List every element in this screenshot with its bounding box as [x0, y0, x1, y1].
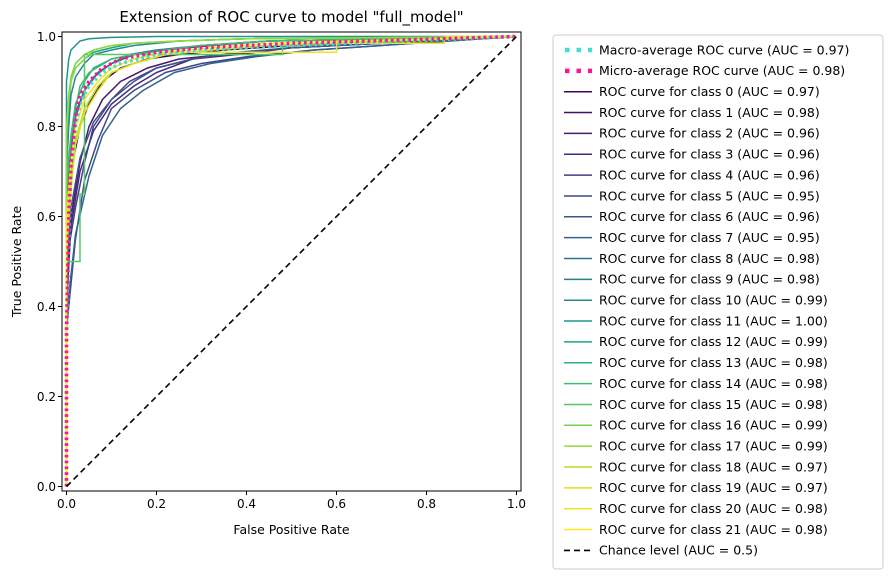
series-line-16 [65, 35, 517, 487]
legend-label: ROC curve for class 15 (AUC = 0.98) [599, 397, 828, 412]
legend-frame [552, 34, 884, 570]
legend-label: ROC curve for class 4 (AUC = 0.96) [599, 167, 820, 182]
legend-label: ROC curve for class 5 (AUC = 0.95) [599, 188, 820, 203]
legend-label: ROC curve for class 19 (AUC = 0.97) [599, 480, 828, 495]
legend-label: Chance level (AUC = 0.5) [599, 543, 758, 558]
x-axis-ticks: 0.0 0.2 0.4 0.6 0.8 1.0 [57, 491, 526, 511]
x-axis-label: False Positive Rate [233, 522, 349, 537]
x-tick-label: 0.0 [57, 497, 76, 511]
series-line-6 [65, 35, 517, 487]
legend-label: ROC curve for class 14 (AUC = 0.98) [599, 376, 828, 391]
legend-label: ROC curve for class 18 (AUC = 0.97) [599, 459, 828, 474]
legend-label: ROC curve for class 13 (AUC = 0.98) [599, 355, 828, 370]
x-tick-label: 0.6 [327, 497, 346, 511]
legend-label: ROC curve for class 0 (AUC = 0.97) [599, 84, 820, 99]
y-tick-label: 0.8 [37, 120, 56, 134]
y-tick-label: 0.0 [37, 480, 56, 494]
legend-label: ROC curve for class 11 (AUC = 1.00) [599, 313, 828, 328]
x-tick-label: 0.4 [237, 497, 256, 511]
x-tick-label: 0.8 [417, 497, 436, 511]
legend-label: ROC curve for class 6 (AUC = 0.96) [599, 209, 820, 224]
legend-label: ROC curve for class 7 (AUC = 0.95) [599, 230, 820, 245]
series-lines [64, 34, 518, 488]
x-tick-label: 1.0 [507, 497, 526, 511]
series-line-1 [64, 34, 517, 487]
legend-label: ROC curve for class 21 (AUC = 0.98) [599, 522, 828, 537]
plot-frame [61, 31, 522, 492]
legend-label: ROC curve for class 9 (AUC = 0.98) [599, 272, 820, 287]
y-axis-ticks: 0.0 0.2 0.4 0.6 0.8 1.0 [37, 30, 62, 494]
chart-title: Extension of ROC curve to model "full_mo… [119, 8, 463, 27]
legend-label: ROC curve for class 8 (AUC = 0.98) [599, 251, 820, 266]
legend-label: Micro-average ROC curve (AUC = 0.98) [599, 63, 845, 78]
series-line-19 [65, 35, 517, 487]
legend-label: ROC curve for class 10 (AUC = 0.99) [599, 293, 828, 308]
series-line-9 [65, 35, 517, 487]
legend-label: ROC curve for class 16 (AUC = 0.99) [599, 418, 828, 433]
x-tick-label: 0.2 [147, 497, 166, 511]
legend-label: ROC curve for class 2 (AUC = 0.96) [599, 126, 820, 141]
legend-label: ROC curve for class 3 (AUC = 0.96) [599, 147, 820, 162]
legend-label: ROC curve for class 20 (AUC = 0.98) [599, 501, 828, 516]
y-tick-label: 0.2 [37, 390, 56, 404]
legend-label: Macro-average ROC curve (AUC = 0.97) [599, 42, 849, 57]
y-tick-label: 1.0 [37, 30, 56, 44]
series-line-13 [65, 35, 517, 487]
legend: Macro-average ROC curve (AUC = 0.97) Micr… [552, 34, 884, 570]
y-tick-label: 0.4 [37, 300, 56, 314]
series-line-17 [65, 35, 517, 487]
legend-label: ROC curve for class 12 (AUC = 0.99) [599, 334, 828, 349]
y-tick-label: 0.6 [37, 210, 56, 224]
series-line-24 [65, 35, 518, 488]
legend-label: ROC curve for class 17 (AUC = 0.99) [599, 438, 828, 453]
legend-label: ROC curve for class 1 (AUC = 0.98) [599, 105, 820, 120]
y-axis-label: True Positive Rate [9, 206, 24, 319]
